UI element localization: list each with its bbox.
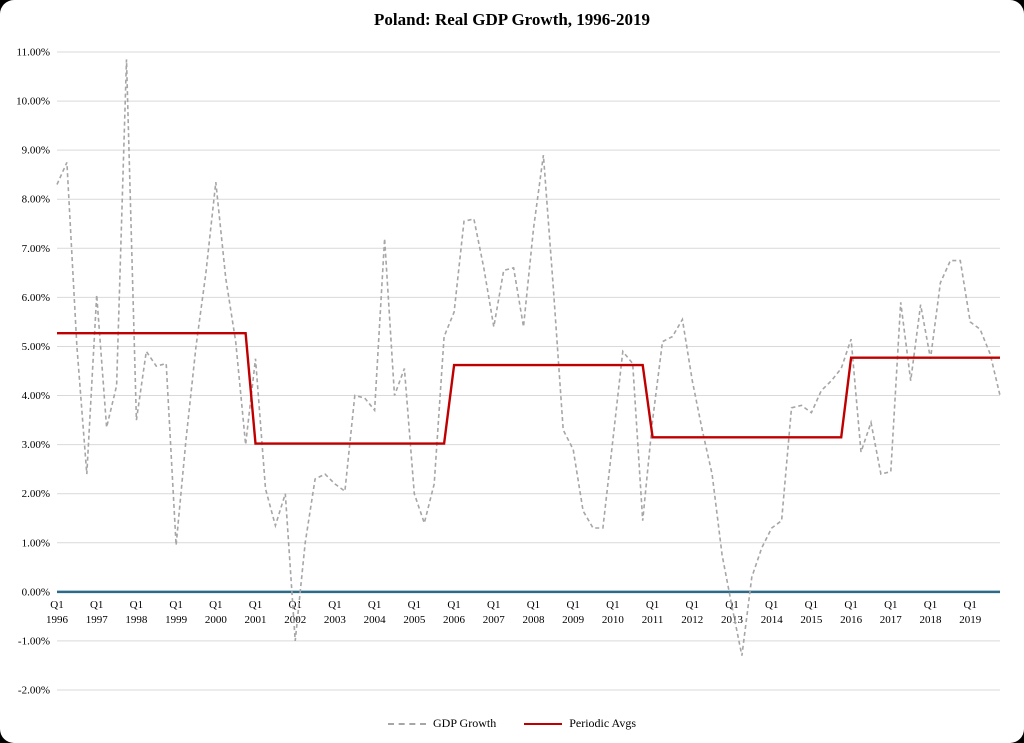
svg-text:Q1: Q1 [725, 599, 738, 611]
svg-text:Q1: Q1 [527, 599, 540, 611]
svg-text:Q1: Q1 [686, 599, 699, 611]
svg-text:Q1: Q1 [646, 599, 659, 611]
svg-text:1996: 1996 [46, 614, 69, 626]
svg-text:9.00%: 9.00% [22, 145, 50, 157]
svg-text:2010: 2010 [602, 614, 625, 626]
svg-text:7.00%: 7.00% [22, 243, 50, 255]
svg-text:3.00%: 3.00% [22, 439, 50, 451]
svg-text:Q1: Q1 [328, 599, 341, 611]
svg-text:2001: 2001 [245, 614, 267, 626]
svg-text:Q1: Q1 [606, 599, 619, 611]
legend-label-periodic-avgs: Periodic Avgs [569, 716, 636, 730]
svg-text:Q1: Q1 [408, 599, 421, 611]
svg-text:Q1: Q1 [805, 599, 818, 611]
y-axis-labels: -2.00% -1.00% 0.00% 1.00% 2.00% 3.00% 4.00% 5.0… [16, 47, 50, 697]
periodic-avgs-line [57, 332, 1000, 445]
legend-item-gdp-growth: GDP Growth [387, 716, 497, 731]
legend-label-gdp-growth: GDP Growth [432, 716, 497, 730]
svg-text:2005: 2005 [403, 614, 426, 626]
svg-text:11.00%: 11.00% [16, 47, 50, 59]
svg-text:Q1: Q1 [566, 599, 579, 611]
svg-text:Q1: Q1 [487, 599, 500, 611]
svg-text:5.00%: 5.00% [22, 341, 50, 353]
svg-text:4.00%: 4.00% [22, 390, 50, 402]
svg-text:8.00%: 8.00% [22, 194, 50, 206]
svg-text:2006: 2006 [443, 614, 466, 626]
svg-text:2012: 2012 [681, 614, 703, 626]
svg-text:Q1: Q1 [289, 599, 302, 611]
svg-text:Q1: Q1 [90, 599, 103, 611]
svg-text:Q1: Q1 [249, 599, 262, 611]
svg-text:2004: 2004 [364, 614, 387, 626]
svg-text:-2.00%: -2.00% [18, 685, 50, 697]
svg-text:-1.00%: -1.00% [18, 635, 50, 647]
legend-item-periodic-avgs: Periodic Avgs [524, 716, 636, 731]
svg-text:Q1: Q1 [884, 599, 897, 611]
svg-text:1997: 1997 [86, 614, 109, 626]
svg-text:Q1: Q1 [765, 599, 778, 611]
svg-text:2.00%: 2.00% [22, 488, 50, 500]
svg-text:2015: 2015 [800, 614, 823, 626]
svg-text:2017: 2017 [880, 614, 903, 626]
svg-text:1999: 1999 [165, 614, 188, 626]
svg-text:Q1: Q1 [447, 599, 460, 611]
svg-text:Q1: Q1 [209, 599, 222, 611]
svg-text:Q1: Q1 [50, 599, 63, 611]
svg-text:Q1: Q1 [130, 599, 143, 611]
periodic-avgs-line-swatch [524, 722, 563, 725]
svg-text:2016: 2016 [840, 614, 863, 626]
svg-text:Q1: Q1 [844, 599, 857, 611]
svg-text:10.00%: 10.00% [16, 96, 50, 108]
svg-text:2003: 2003 [324, 614, 347, 626]
svg-text:2013: 2013 [721, 614, 744, 626]
svg-text:1.00%: 1.00% [22, 537, 50, 549]
svg-text:2008: 2008 [522, 614, 545, 626]
legend: GDP Growth Periodic Avgs [0, 716, 1024, 731]
svg-text:Q1: Q1 [368, 599, 381, 611]
svg-text:2009: 2009 [562, 614, 585, 626]
chart-title: Poland: Real GDP Growth, 1996-2019 [374, 10, 650, 29]
svg-text:2002: 2002 [284, 614, 306, 626]
svg-text:2007: 2007 [483, 614, 506, 626]
svg-text:Q1: Q1 [169, 599, 182, 611]
svg-text:2018: 2018 [920, 614, 943, 626]
svg-text:2014: 2014 [761, 614, 784, 626]
svg-text:0.00%: 0.00% [22, 586, 50, 598]
svg-text:1998: 1998 [125, 614, 148, 626]
svg-text:2019: 2019 [959, 614, 982, 626]
x-axis-labels: Q1 1996 Q1 1997 Q1 1998 Q1 1999 Q1 2000 Q1 2001 Q1 20… [46, 599, 982, 626]
gdp-growth-line-swatch [387, 722, 426, 725]
svg-text:2000: 2000 [205, 614, 228, 626]
svg-text:Q1: Q1 [963, 599, 976, 611]
svg-text:2011: 2011 [642, 614, 664, 626]
svg-text:Q1: Q1 [924, 599, 937, 611]
y-gridlines [57, 51, 1000, 691]
svg-text:6.00%: 6.00% [22, 292, 50, 304]
